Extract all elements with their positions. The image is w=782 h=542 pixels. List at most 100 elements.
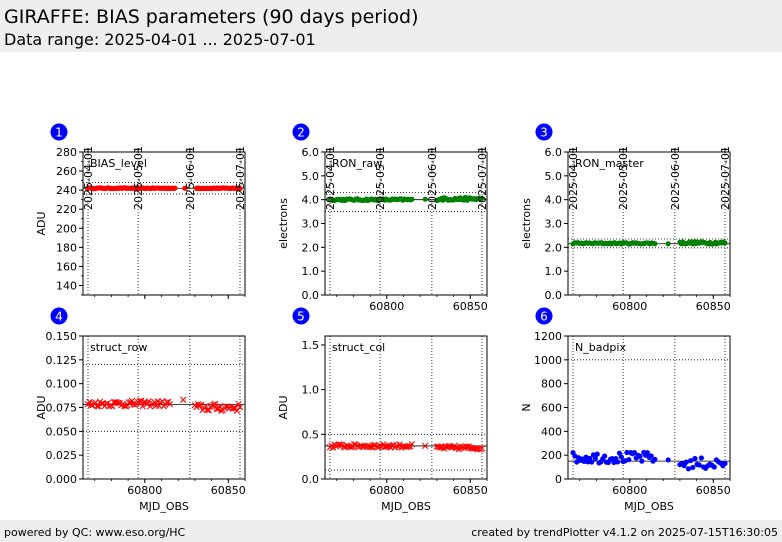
- y-axis-label: ADU: [35, 211, 48, 235]
- data-point: [616, 450, 623, 456]
- y-tick-label: 0.000: [46, 473, 78, 486]
- data-point: [592, 455, 598, 462]
- data-point: [624, 449, 630, 456]
- panel-number-label: 6: [540, 310, 548, 324]
- x-axis-label: MJD_OBS: [139, 500, 189, 513]
- footer-credit: powered by QC: www.eso.org/HC: [4, 526, 186, 539]
- y-tick-label: 200: [56, 222, 77, 235]
- y-tick-label: 0.075: [46, 402, 78, 415]
- data-point: [125, 399, 133, 406]
- panel-number-label: 2: [297, 126, 305, 140]
- top-date-label: 2025-04-01: [82, 146, 95, 210]
- data-point: [648, 453, 654, 459]
- panel-number-label: 3: [540, 126, 548, 140]
- data-point: [136, 398, 143, 405]
- y-tick-label: 0.0: [302, 473, 320, 486]
- y-tick-label: 160: [56, 260, 77, 273]
- top-date-label: 2025-06-01: [184, 146, 197, 210]
- y-tick-label: 3.0: [545, 218, 563, 231]
- y-tick-label: 400: [541, 425, 562, 438]
- top-date-label: 2025-05-01: [132, 146, 145, 210]
- y-tick-label: 200: [541, 449, 562, 462]
- x-tick-label: 60800: [127, 484, 162, 497]
- y-tick-label: 1000: [534, 354, 562, 367]
- x-tick-label: 60850: [696, 484, 731, 497]
- data-point: [478, 444, 486, 452]
- data-point: [166, 400, 174, 408]
- top-date-label: 2025-06-01: [669, 146, 682, 210]
- data-point: [422, 442, 429, 450]
- y-tick-label: 180: [56, 241, 77, 254]
- y-tick-label: 0.0: [302, 289, 320, 302]
- x-tick-label: 60800: [612, 300, 647, 313]
- data-point: [683, 459, 689, 465]
- chart-panel-1: 140 160 180 200 220 240 260 280 2025-04-01 2025-0…: [35, 123, 247, 299]
- data-point: [602, 453, 608, 459]
- data-point: [409, 196, 415, 202]
- data-point: [618, 454, 624, 460]
- data-point: [87, 401, 95, 409]
- y-tick-label: 0: [555, 473, 562, 486]
- page-subtitle: Data range: 2025-04-01 ... 2025-07-01: [4, 30, 316, 49]
- plot-frame: [324, 335, 488, 480]
- y-tick-label: 0.5: [302, 428, 320, 441]
- plot-label: struct_row: [90, 341, 147, 354]
- x-axis-label: MJD_OBS: [624, 500, 674, 513]
- data-point: [644, 450, 651, 456]
- data-point: [698, 455, 704, 461]
- data-point: [692, 455, 698, 462]
- data-point: [128, 397, 136, 405]
- x-axis-label: MJD_OBS: [381, 500, 431, 513]
- plot-label: RON_raw: [332, 157, 382, 170]
- top-date-label: 2025-04-01: [567, 146, 580, 210]
- data-point: [172, 185, 178, 191]
- x-tick-label: 60850: [453, 300, 488, 313]
- data-point: [722, 460, 728, 467]
- y-tick-label: 6.0: [545, 146, 563, 159]
- top-date-label: 2025-07-01: [476, 146, 489, 210]
- data-point: [93, 402, 101, 410]
- data-point: [137, 397, 145, 405]
- data-point: [196, 402, 203, 409]
- y-axis-label: ADU: [35, 395, 48, 419]
- data-point: [631, 450, 637, 456]
- data-point: [180, 396, 187, 404]
- footer-generator: created by trendPlotter v4.1.2 on 2025-0…: [471, 526, 778, 539]
- data-point: [205, 407, 213, 414]
- top-date-label: 2025-07-01: [719, 146, 732, 210]
- y-tick-label: 1.0: [302, 384, 320, 397]
- panel-number-badge: [50, 307, 68, 325]
- chart-panel-2: 0.0 1.0 2.0 3.0 4.0 5.0 6.0 60800 60850 2025-04-0…: [277, 123, 489, 313]
- chart-panel-6: 0 200 400 600 800 1000 1200 60800 60850 N_badpix N…: [520, 307, 731, 513]
- data-point: [711, 464, 717, 470]
- data-point: [237, 185, 243, 192]
- data-point: [370, 441, 378, 449]
- chart-panel-4: 0.000 0.025 0.050 0.075 0.100 0.125 0.150 60800…: [35, 307, 246, 513]
- y-axis-label: N: [520, 403, 533, 411]
- x-tick-label: 60850: [211, 484, 246, 497]
- data-point: [626, 457, 632, 463]
- y-tick-label: 1.0: [545, 265, 563, 278]
- page-title: GIRAFFE: BIAS parameters (90 days period…: [4, 6, 419, 28]
- data-point: [722, 240, 728, 246]
- data-point: [202, 403, 209, 410]
- data-point: [615, 459, 621, 465]
- panel-number-badge: [535, 307, 553, 325]
- y-tick-label: 600: [541, 402, 562, 415]
- y-tick-label: 0.0: [545, 289, 563, 302]
- plot-label: BIAS_level: [90, 157, 147, 170]
- y-tick-label: 4.0: [302, 194, 320, 207]
- chart-panel-5: 0.0 0.5 1.0 1.5 60800 60850 struct_col ADU MJD_O…: [277, 307, 488, 513]
- data-point: [211, 400, 219, 408]
- panel-number-label: 5: [297, 310, 305, 324]
- top-date-label: 2025-05-01: [374, 146, 387, 210]
- y-tick-label: 0.025: [46, 449, 78, 462]
- panel-number-badge: [50, 123, 68, 141]
- data-point: [594, 451, 600, 457]
- data-point: [652, 241, 658, 247]
- data-point: [690, 464, 696, 471]
- plot-label: N_badpix: [575, 341, 626, 354]
- plot-frame: [82, 151, 246, 296]
- y-tick-label: 2.0: [302, 241, 320, 254]
